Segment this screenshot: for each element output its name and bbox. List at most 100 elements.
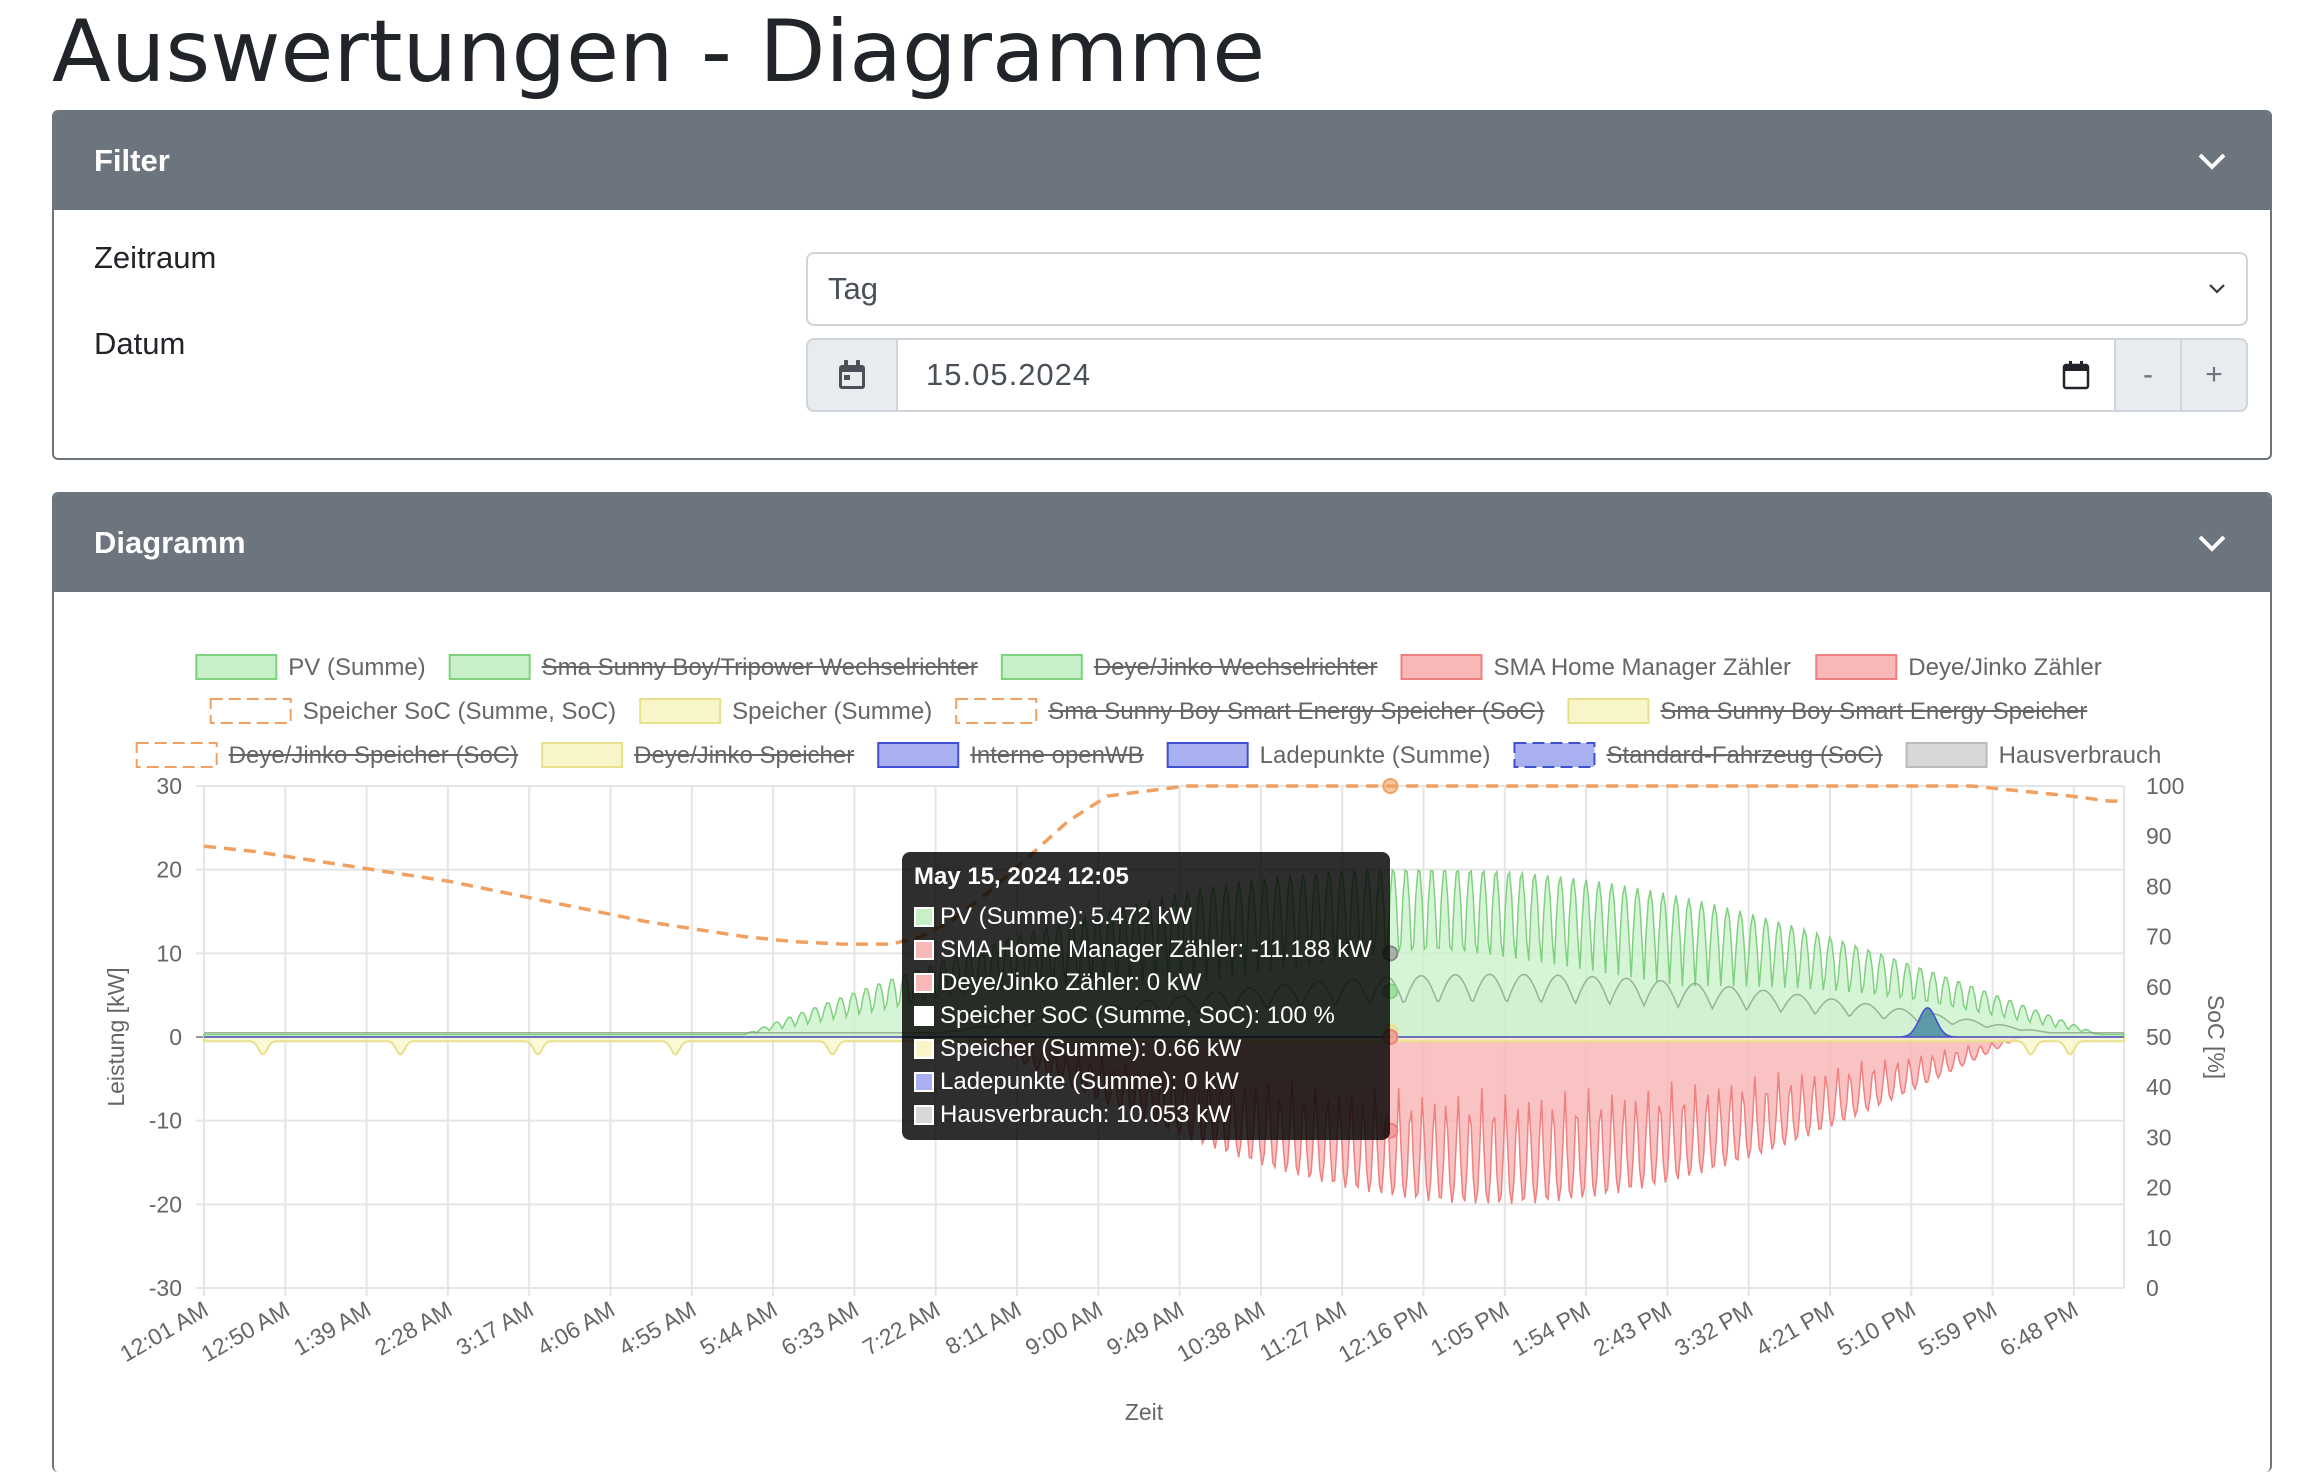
x-tick: 4:21 PM	[1751, 1296, 1838, 1361]
calendar-icon	[839, 360, 865, 389]
legend-item[interactable]: Standard-Fahrzeug (SoC)	[1513, 742, 1883, 769]
y-tick-right: 90	[2146, 823, 2172, 849]
legend-label: Deye/Jinko Zähler	[1908, 654, 2101, 681]
legend-item[interactable]: Deye/Jinko Zähler	[1815, 654, 2102, 681]
x-tick: 10:38 AM	[1172, 1296, 1269, 1367]
tooltip-swatch	[914, 1104, 934, 1125]
legend-item[interactable]: Deye/Jinko Speicher	[541, 742, 854, 769]
diagram-header[interactable]: Diagramm	[54, 494, 2270, 592]
y-tick-left: 30	[156, 773, 182, 799]
legend-item[interactable]: Interne openWB	[877, 742, 1144, 769]
y-axis-title-right: SoC [%]	[2203, 995, 2229, 1079]
x-tick: 3:17 AM	[452, 1296, 538, 1361]
tooltip-swatch	[914, 939, 934, 960]
x-tick: 5:44 AM	[696, 1296, 782, 1361]
x-tick: 3:32 PM	[1670, 1296, 1757, 1361]
zeitraum-select[interactable]: Tag	[806, 252, 2248, 326]
tooltip-row-label: PV (Summe): 5.472 kW	[940, 902, 1193, 930]
x-tick: 9:00 AM	[1021, 1296, 1107, 1361]
y-tick-left: -30	[149, 1275, 182, 1301]
tooltip-row-label: Deye/Jinko Zähler: 0 kW	[940, 968, 1202, 996]
tooltip-row-label: SMA Home Manager Zähler: -11.188 kW	[940, 935, 1372, 963]
legend-swatch	[1905, 742, 1988, 768]
datum-label: Datum	[94, 326, 186, 361]
legend-swatch	[639, 698, 722, 724]
legend-item[interactable]: Ladepunkte (Summe)	[1166, 742, 1491, 769]
chevron-down-icon	[2209, 284, 2225, 294]
tooltip-row-label: Speicher SoC (Summe, SoC): 100 %	[940, 1001, 1335, 1029]
chevron-down-icon[interactable]	[2194, 525, 2230, 561]
datum-value: 15.05.2024	[926, 357, 1092, 392]
date-plus-button[interactable]: +	[2182, 338, 2248, 412]
legend-label: Hausverbrauch	[1999, 742, 2162, 769]
tooltip-row-label: Ladepunkte (Summe): 0 kW	[940, 1067, 1239, 1095]
x-tick: 4:55 AM	[614, 1296, 700, 1361]
y-tick-right: 50	[2146, 1024, 2172, 1050]
tooltip-swatch	[914, 972, 934, 993]
legend-swatch	[1513, 742, 1596, 768]
tooltip-swatch	[914, 1038, 934, 1059]
legend-swatch	[955, 698, 1038, 724]
legend-item[interactable]: Deye/Jinko Wechselrichter	[1000, 654, 1378, 681]
datum-input[interactable]: 15.05.2024	[898, 338, 2116, 412]
legend-item[interactable]: Sma Sunny Boy Smart Energy Speicher (SoC…	[955, 698, 1544, 725]
y-tick-left: 0	[169, 1024, 182, 1050]
tooltip-row: PV (Summe): 5.472 kW	[914, 900, 1378, 933]
tooltip-row-label: Hausverbrauch: 10.053 kW	[940, 1100, 1231, 1128]
x-tick: 4:06 AM	[533, 1296, 619, 1361]
diagram-header-title: Diagramm	[94, 525, 246, 560]
chart-tooltip: May 15, 2024 12:05 PV (Summe): 5.472 kW S…	[902, 852, 1390, 1140]
calendar-picker-icon[interactable]	[2062, 360, 2090, 390]
legend-swatch	[877, 742, 960, 768]
tooltip-title: May 15, 2024 12:05	[914, 863, 1129, 890]
legend-item[interactable]: Sma Sunny Boy/Tripower Wechselrichter	[448, 654, 978, 681]
tooltip-row: Speicher (Summe): 0.66 kW	[914, 1032, 1378, 1065]
x-tick: 6:48 PM	[1995, 1296, 2082, 1361]
x-tick: 1:39 AM	[289, 1296, 375, 1361]
page-title: Auswertungen - Diagramme	[52, 2, 1266, 102]
legend-item[interactable]: SMA Home Manager Zähler	[1400, 654, 1791, 681]
legend-swatch	[1567, 698, 1650, 724]
y-tick-left: 10	[156, 940, 182, 966]
legend-item[interactable]: Sma Sunny Boy Smart Energy Speicher	[1567, 698, 2087, 725]
chevron-down-icon[interactable]	[2194, 143, 2230, 179]
filter-header[interactable]: Filter	[54, 112, 2270, 210]
tooltip-row: Deye/Jinko Zähler: 0 kW	[914, 966, 1378, 999]
date-minus-button[interactable]: -	[2116, 338, 2182, 412]
tooltip-row: Speicher SoC (Summe, SoC): 100 %	[914, 999, 1378, 1032]
filter-header-title: Filter	[94, 143, 170, 178]
legend-swatch	[1000, 654, 1083, 680]
legend-item[interactable]: Hausverbrauch	[1905, 742, 2162, 769]
x-tick: 2:28 AM	[370, 1296, 456, 1361]
legend-swatch	[1400, 654, 1483, 680]
x-tick: 1:05 PM	[1426, 1296, 1513, 1361]
y-tick-right: 100	[2146, 773, 2184, 799]
y-tick-left: -10	[149, 1108, 182, 1134]
tooltip-swatch	[914, 1071, 934, 1092]
zeitraum-select-value: Tag	[828, 271, 878, 306]
legend-swatch	[209, 698, 292, 724]
y-tick-right: 40	[2146, 1074, 2172, 1100]
y-tick-left: -20	[149, 1191, 182, 1217]
y-tick-right: 80	[2146, 873, 2172, 899]
tooltip-row: Hausverbrauch: 10.053 kW	[914, 1098, 1378, 1131]
x-tick: 11:27 AM	[1255, 1296, 1351, 1366]
legend-item[interactable]: Deye/Jinko Speicher (SoC)	[135, 742, 519, 769]
calendar-button[interactable]	[806, 338, 898, 412]
x-axis-title: Zeit	[1125, 1399, 1164, 1425]
legend-item[interactable]: Speicher SoC (Summe, SoC)	[209, 698, 616, 725]
y-tick-right: 0	[2146, 1275, 2159, 1301]
x-tick: 7:22 AM	[858, 1296, 944, 1361]
x-tick: 12:01 AM	[115, 1296, 212, 1367]
filter-card: Filter Zeitraum Tag Datum 15.05.2024	[52, 110, 2272, 460]
legend-label: SMA Home Manager Zähler	[1493, 654, 1790, 681]
x-tick: 2:43 PM	[1589, 1296, 1676, 1361]
y-tick-right: 10	[2146, 1225, 2172, 1251]
legend-item[interactable]: Speicher (Summe)	[639, 698, 932, 725]
legend-item[interactable]: PV (Summe)	[195, 654, 426, 681]
legend-label: Ladepunkte (Summe)	[1260, 742, 1491, 769]
tooltip-row-label: Speicher (Summe): 0.66 kW	[940, 1034, 1242, 1062]
legend-swatch	[135, 742, 218, 768]
legend-swatch	[448, 654, 531, 680]
